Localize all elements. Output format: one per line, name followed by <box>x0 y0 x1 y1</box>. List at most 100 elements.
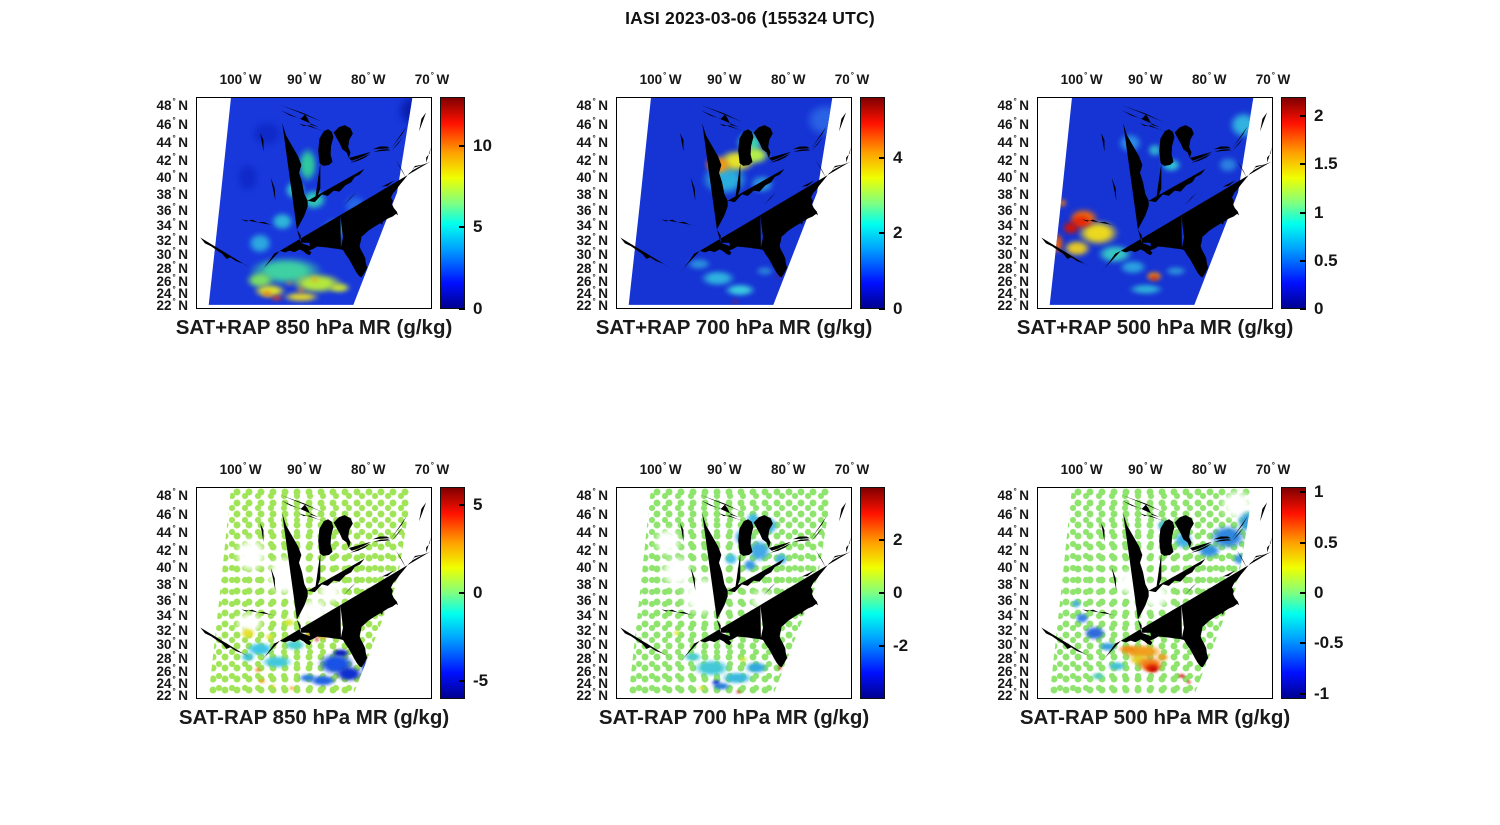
data-blob <box>740 556 760 574</box>
lat-tick-label: 30° N <box>997 246 1029 263</box>
degree-symbol: ° <box>1013 201 1017 211</box>
degree-symbol: ° <box>172 285 176 295</box>
degree-symbol: ° <box>592 675 596 685</box>
lat-tick-label: 36° N <box>997 591 1029 608</box>
colorbar-tick-mark <box>879 156 885 159</box>
data-blob <box>1213 153 1242 177</box>
data-blob <box>324 280 355 295</box>
lat-tick-label: 30° N <box>156 246 188 263</box>
degree-symbol: ° <box>592 97 596 107</box>
data-blob <box>267 294 286 302</box>
map-plot-box <box>1037 97 1273 309</box>
colorbar-tick-mark <box>879 232 885 235</box>
colorbar-tick-label: 2 <box>893 530 903 549</box>
data-blob <box>1055 197 1069 209</box>
data-blob <box>327 647 354 660</box>
lon-tick-label: 100° W <box>219 71 262 87</box>
degree-symbol: ° <box>172 506 176 516</box>
degree-symbol: ° <box>1013 636 1017 646</box>
lat-tick-label: 22° N <box>997 296 1029 313</box>
colorbar-tick-label: 0 <box>473 299 483 318</box>
lat-tick-label: 32° N <box>576 622 608 639</box>
degree-symbol: ° <box>592 524 596 534</box>
colorbar-tick-mark <box>879 592 885 594</box>
data-blob <box>740 658 772 677</box>
degree-symbol: ° <box>172 559 176 569</box>
data-blob <box>1148 274 1161 282</box>
degree-symbol: ° <box>172 622 176 632</box>
data-blob <box>708 680 734 692</box>
colorbar-tick-label: 0.5 <box>1314 532 1338 552</box>
lat-tick-label: 44° N <box>156 524 188 541</box>
lat-tick-label: 30° N <box>576 246 608 263</box>
degree-symbol: ° <box>1013 285 1017 295</box>
lon-tick-label: 70° W <box>414 71 450 87</box>
lat-tick-label: 38° N <box>156 186 188 202</box>
degree-symbol: ° <box>663 71 667 80</box>
lat-tick-label: 40° N <box>156 169 188 186</box>
data-blob <box>651 524 684 560</box>
data-blob <box>309 276 320 283</box>
degree-symbol: ° <box>172 272 176 282</box>
degree-symbol: ° <box>592 217 596 227</box>
lon-tick-label: 70° W <box>1255 71 1291 87</box>
degree-symbol: ° <box>430 461 434 470</box>
degree-symbol: ° <box>1013 134 1017 144</box>
data-blob <box>253 666 263 674</box>
degree-symbol: ° <box>172 246 176 256</box>
lon-tick-label: 100° W <box>639 461 682 477</box>
degree-symbol: ° <box>1013 559 1017 569</box>
lat-tick-label: 40° N <box>997 169 1029 186</box>
lon-tick-label: 70° W <box>834 461 870 477</box>
lat-tick-label: 30° N <box>576 636 608 653</box>
lat-tick-label: 36° N <box>576 591 608 608</box>
colorbar-tick-mark <box>1300 308 1306 310</box>
data-blob <box>1069 597 1083 610</box>
degree-symbol: ° <box>592 116 596 126</box>
colorbar-tick-mark <box>1300 592 1306 594</box>
lat-tick-label: 26° N <box>156 662 188 679</box>
degree-symbol: ° <box>592 259 596 269</box>
lat-tick-label: 36° N <box>156 591 188 608</box>
degree-symbol: ° <box>243 71 247 80</box>
data-blob <box>244 115 289 153</box>
lat-tick-label: 46° N <box>156 506 188 523</box>
colorbar-tick-mark <box>1300 491 1306 494</box>
colorbar-tick-mark <box>879 645 885 647</box>
lon-tick-label: 80° W <box>350 461 386 477</box>
colorbar-tick-label: 0 <box>473 583 483 602</box>
colorbar-tick-label: 0 <box>1314 583 1324 602</box>
state-boundaries <box>197 488 431 668</box>
lat-tick-label: 40° N <box>576 559 608 576</box>
degree-symbol: ° <box>592 542 596 552</box>
colorbar <box>860 97 885 309</box>
data-blob <box>1113 257 1152 278</box>
panel-title: SAT-RAP 700 hPa MR (g/kg) <box>598 706 870 729</box>
colorbar-tick-mark <box>1300 259 1306 262</box>
colorbar-tick-label: -2 <box>893 636 909 655</box>
degree-symbol: ° <box>592 152 596 162</box>
lat-tick-label: 22° N <box>997 686 1029 703</box>
lat-tick-label: 48° N <box>997 97 1029 114</box>
lat-tick-label: 32° N <box>156 622 188 639</box>
colorbar-tick-mark <box>459 503 465 506</box>
degree-symbol: ° <box>1013 272 1017 282</box>
degree-symbol: ° <box>1013 576 1017 585</box>
data-blob <box>1104 659 1130 673</box>
panel-title: SAT-RAP 500 hPa MR (g/kg) <box>1019 706 1291 729</box>
lon-tick-label: 90° W <box>707 461 742 477</box>
data-blob <box>721 550 741 568</box>
lat-tick-label: 40° N <box>997 559 1029 576</box>
lon-tick-label: 90° W <box>1128 71 1163 87</box>
lat-tick-label: 34° N <box>576 217 608 234</box>
lat-tick-label: 28° N <box>156 649 188 666</box>
lon-tick-label: 80° W <box>770 461 806 477</box>
lat-tick-label: 22° N <box>156 296 188 313</box>
degree-symbol: ° <box>592 285 596 295</box>
lat-tick-label: 44° N <box>576 134 608 151</box>
map-plot-box <box>616 97 852 309</box>
degree-symbol: ° <box>663 461 667 470</box>
lat-tick-label: 32° N <box>997 622 1029 639</box>
degree-symbol: ° <box>303 461 307 470</box>
data-blob <box>718 281 762 299</box>
